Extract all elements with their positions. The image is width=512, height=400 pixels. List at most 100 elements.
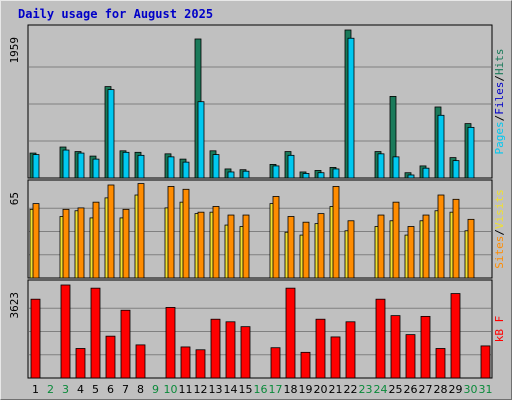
x-tick-day-4: 4 <box>77 383 84 396</box>
bar-hits-files-pages-pages-22 <box>347 37 355 179</box>
bar-hits-files-pages-pages-20 <box>317 172 325 179</box>
x-tick-day-29: 29 <box>449 383 463 396</box>
x-tick-day-21: 21 <box>329 383 343 396</box>
bar-hits-files-pages-pages-21 <box>332 168 340 179</box>
x-tick-day-23: 23 <box>359 383 373 396</box>
side-label-hits-files-pages: Pages/Files/Hits <box>493 49 506 155</box>
bar-visits-sites-sites-1 <box>32 203 40 279</box>
side-label-separator: / <box>493 115 506 122</box>
bar-visits-sites-sites-24 <box>377 214 385 279</box>
bar-visits-sites-sites-5 <box>92 201 100 279</box>
bar-hits-files-pages-pages-11 <box>182 161 190 179</box>
x-tick-day-7: 7 <box>122 383 129 396</box>
x-tick-day-12: 12 <box>194 383 208 396</box>
bar-hits-files-pages-pages-1 <box>32 154 40 179</box>
bar-visits-sites-sites-26 <box>407 226 415 279</box>
bar-hits-files-pages-pages-5 <box>92 158 100 179</box>
bar-visits-sites-sites-13 <box>212 206 220 279</box>
x-tick-day-11: 11 <box>179 383 193 396</box>
bar-hits-files-pages-pages-7 <box>122 151 130 179</box>
bar-kbf-kb-f-14 <box>225 321 236 379</box>
x-tick-day-3: 3 <box>62 383 69 396</box>
bar-kbf-kb-f-10 <box>165 307 176 379</box>
side-label-kbf: kB F <box>493 316 506 343</box>
x-tick-day-6: 6 <box>107 383 114 396</box>
bar-hits-files-pages-pages-29 <box>452 160 460 179</box>
x-tick-day-28: 28 <box>434 383 448 396</box>
bar-visits-sites-sites-19 <box>302 221 310 279</box>
bar-hits-files-pages-pages-30 <box>467 126 475 179</box>
x-tick-day-25: 25 <box>389 383 403 396</box>
side-label-visits-sites: Sites/Visits <box>493 189 506 269</box>
x-tick-day-14: 14 <box>224 383 238 396</box>
bar-visits-sites-sites-28 <box>437 194 445 279</box>
bar-kbf-kb-f-26 <box>405 334 416 379</box>
bar-kbf-kb-f-3 <box>60 284 71 379</box>
side-label-sites: Sites <box>493 236 506 269</box>
bar-kbf-kb-f-4 <box>75 348 86 379</box>
bar-hits-files-pages-pages-19 <box>302 173 310 179</box>
y-max-label-visits-sites: 65 <box>8 192 21 205</box>
x-tick-day-27: 27 <box>419 383 433 396</box>
bar-visits-sites-sites-3 <box>62 208 70 279</box>
y-max-label-kbf: 3623 <box>8 292 21 319</box>
x-tick-day-22: 22 <box>344 383 358 396</box>
bar-hits-files-pages-pages-26 <box>407 174 415 179</box>
side-label-files: Files <box>493 82 506 115</box>
bar-hits-files-pages-pages-13 <box>212 154 220 179</box>
bar-visits-sites-sites-4 <box>77 207 85 279</box>
side-label-separator: / <box>493 229 506 236</box>
x-tick-day-18: 18 <box>284 383 298 396</box>
bar-visits-sites-sites-20 <box>317 213 325 279</box>
x-tick-day-13: 13 <box>209 383 223 396</box>
x-tick-day-24: 24 <box>374 383 388 396</box>
bar-kbf-kb-f-27 <box>420 315 431 379</box>
panel-hits-files-pages <box>27 24 493 179</box>
bar-visits-sites-sites-29 <box>452 198 460 279</box>
x-tick-day-8: 8 <box>137 383 144 396</box>
bar-hits-files-pages-pages-8 <box>137 154 145 179</box>
bar-kbf-kb-f-6 <box>105 335 116 379</box>
bar-visits-sites-sites-7 <box>122 208 130 279</box>
bar-kbf-kb-f-25 <box>390 315 401 379</box>
bar-kbf-kb-f-12 <box>195 349 206 379</box>
side-label-hits: Hits <box>493 49 506 76</box>
bar-kbf-kb-f-22 <box>345 321 356 379</box>
bar-visits-sites-sites-15 <box>242 214 250 279</box>
bar-kbf-kb-f-1 <box>30 298 41 379</box>
bar-hits-files-pages-pages-25 <box>392 156 400 179</box>
bar-visits-sites-sites-11 <box>182 188 190 279</box>
x-tick-day-10: 10 <box>164 383 178 396</box>
bar-kbf-kb-f-11 <box>180 346 191 379</box>
bar-kbf-kb-f-8 <box>135 344 146 379</box>
bar-hits-files-pages-pages-4 <box>77 152 85 179</box>
bar-visits-sites-sites-10 <box>167 186 175 279</box>
x-tick-day-17: 17 <box>269 383 283 396</box>
bar-visits-sites-sites-22 <box>347 220 355 279</box>
bar-hits-files-pages-pages-17 <box>272 165 280 179</box>
bar-kbf-kb-f-28 <box>435 348 446 379</box>
bar-hits-files-pages-pages-6 <box>107 89 115 179</box>
chart-title: Daily usage for August 2025 <box>18 7 214 21</box>
bar-kbf-kb-f-7 <box>120 309 131 379</box>
side-label-kb-f: kB F <box>493 316 506 343</box>
x-tick-day-1: 1 <box>32 383 39 396</box>
bar-visits-sites-sites-12 <box>197 211 205 279</box>
bar-kbf-kb-f-24 <box>375 298 386 379</box>
x-tick-day-20: 20 <box>314 383 328 396</box>
bar-kbf-kb-f-18 <box>285 287 296 379</box>
bar-kbf-kb-f-5 <box>90 287 101 379</box>
bar-hits-files-pages-pages-12 <box>197 101 205 179</box>
side-label-pages: Pages <box>493 121 506 154</box>
x-tick-day-31: 31 <box>479 383 493 396</box>
bar-kbf-kb-f-17 <box>270 347 281 379</box>
bar-hits-files-pages-pages-27 <box>422 167 430 179</box>
x-tick-day-19: 19 <box>299 383 313 396</box>
bar-visits-sites-sites-6 <box>107 184 115 279</box>
x-tick-day-16: 16 <box>254 383 268 396</box>
x-tick-day-26: 26 <box>404 383 418 396</box>
bar-hits-files-pages-pages-3 <box>62 149 70 179</box>
bar-kbf-kb-f-20 <box>315 318 326 379</box>
bar-hits-files-pages-pages-28 <box>437 114 445 179</box>
